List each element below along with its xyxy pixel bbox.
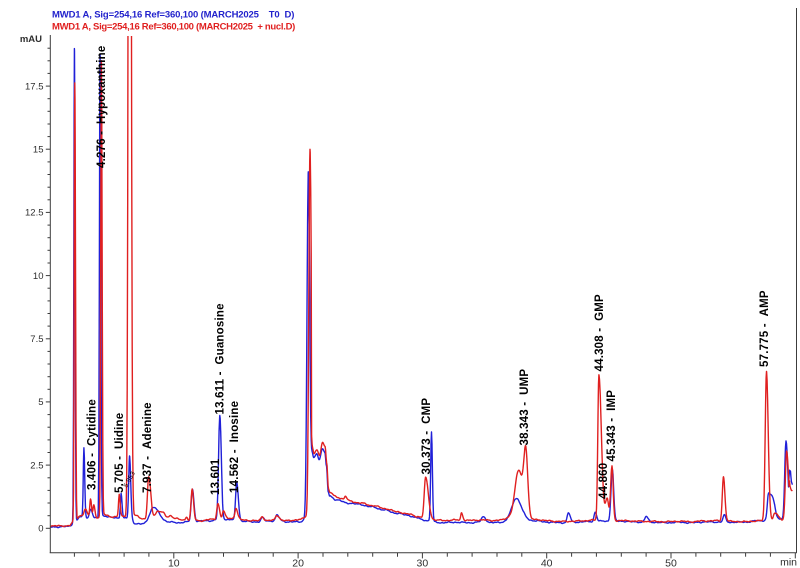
svg-text:10: 10 bbox=[33, 271, 44, 282]
svg-text:17.5: 17.5 bbox=[25, 81, 44, 92]
svg-text:12.5: 12.5 bbox=[25, 208, 44, 219]
svg-text:14.562 - Inosine: 14.562 - Inosine bbox=[229, 401, 241, 493]
svg-text:4.276 - Hypoxanthine: 4.276 - Hypoxanthine bbox=[96, 46, 108, 168]
svg-text:7.937 - Adenine: 7.937 - Adenine bbox=[142, 402, 154, 493]
svg-text:45.343 - IMP: 45.343 - IMP bbox=[606, 390, 618, 462]
svg-text:7.5: 7.5 bbox=[30, 334, 43, 345]
svg-text:13.611 - Guanosine: 13.611 - Guanosine bbox=[215, 303, 227, 414]
svg-text:5.705 - Uidine: 5.705 - Uidine bbox=[114, 413, 126, 493]
svg-text:3.406 - Cytidine: 3.406 - Cytidine bbox=[87, 399, 99, 490]
svg-text:MWD1 A, Sig=254,16 Ref=360,100: MWD1 A, Sig=254,16 Ref=360,100 (MARCH202… bbox=[52, 10, 294, 21]
svg-text:13.601: 13.601 bbox=[210, 458, 222, 495]
svg-text:30.373 - CMP: 30.373 - CMP bbox=[421, 398, 433, 475]
svg-text:50: 50 bbox=[665, 558, 677, 568]
svg-text:MWD1 A, Sig=254,16 Ref=360,100: MWD1 A, Sig=254,16 Ref=360,100 (MARCH202… bbox=[52, 22, 295, 33]
svg-text:38.343 - UMP: 38.343 - UMP bbox=[519, 369, 531, 446]
svg-text:30: 30 bbox=[417, 558, 429, 568]
svg-text:mAU: mAU bbox=[20, 34, 42, 45]
svg-text:20: 20 bbox=[292, 558, 304, 568]
svg-text:0: 0 bbox=[38, 524, 43, 535]
svg-text:min: min bbox=[780, 557, 797, 568]
svg-text:57.775 - AMP: 57.775 - AMP bbox=[759, 290, 771, 367]
svg-text:44.860: 44.860 bbox=[598, 463, 610, 499]
svg-text:40: 40 bbox=[541, 558, 553, 568]
svg-text:10: 10 bbox=[168, 558, 180, 568]
svg-text:15: 15 bbox=[33, 144, 44, 155]
svg-text:2.5: 2.5 bbox=[30, 460, 43, 471]
svg-text:44.308 - GMP: 44.308 - GMP bbox=[594, 294, 606, 372]
svg-text:5: 5 bbox=[38, 397, 43, 408]
